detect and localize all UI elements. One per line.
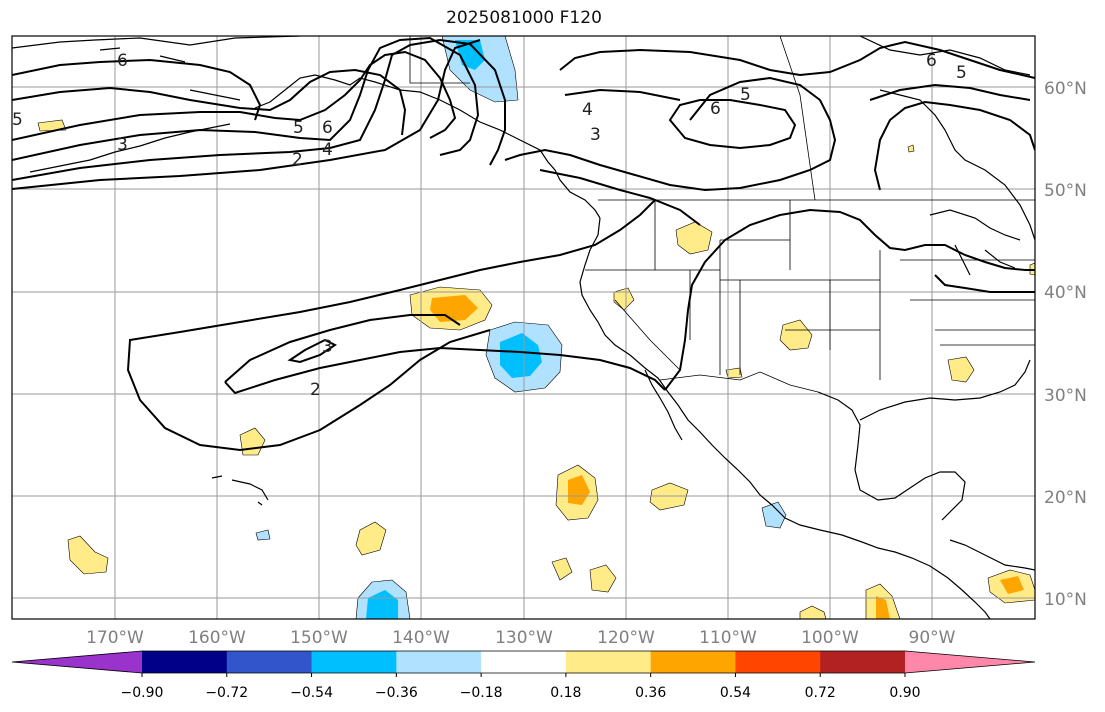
map-border <box>11 35 1036 620</box>
contour-label: 4 <box>582 100 593 120</box>
colorbar-swatch <box>311 651 397 673</box>
lon-tick-label: 130°W <box>495 628 553 648</box>
colorbar-swatch <box>820 651 906 673</box>
contour-label: 2 <box>310 380 321 400</box>
colorbar-extend-low <box>12 651 142 673</box>
colorbar-tick-label: 0.72 <box>805 685 836 701</box>
lon-tick-label: 150°W <box>290 628 348 648</box>
lon-tick-label: 120°W <box>597 628 655 648</box>
shade-positive-pacific-40n <box>409 286 493 331</box>
colorbar-swatch <box>650 651 736 673</box>
colorbar-swatch <box>565 651 652 673</box>
lon-tick-label: 110°W <box>699 628 757 648</box>
colorbar-tick-label: 0.90 <box>889 685 920 701</box>
shading-layer <box>37 36 1035 619</box>
lat-tick-label: 20°N <box>1044 488 1087 508</box>
lon-tick-label: 140°W <box>392 628 450 648</box>
colorbar-swatch <box>735 651 821 673</box>
contour-label: 4 <box>322 140 333 160</box>
contour-label: 5 <box>740 85 751 105</box>
contour-label: 6 <box>710 99 721 119</box>
colorbar-swatch <box>142 651 228 673</box>
colorbar-tick-label: 0.18 <box>550 685 581 701</box>
lon-axis: 170°W 160°W 150°W 140°W 130°W 120°W 110°… <box>86 628 956 648</box>
colorbar-extend-high <box>905 651 1035 673</box>
lat-tick-label: 60°N <box>1044 79 1087 99</box>
lat-tick-label: 10°N <box>1044 590 1087 610</box>
contour-layer <box>12 36 1035 452</box>
colorbar-swatch <box>226 651 313 673</box>
contour-label: 6 <box>322 118 333 138</box>
contour-label: 6 <box>926 51 937 71</box>
colorbar-tick-label: 0.54 <box>720 685 751 701</box>
contour-label: 6 <box>117 51 128 71</box>
lon-tick-label: 170°W <box>86 628 144 648</box>
colorbar-tick-label: −0.72 <box>205 685 248 701</box>
shade-positive-aleutian <box>37 119 67 132</box>
contour-label: 5 <box>12 110 23 130</box>
shade-negative-gulf-of-alaska <box>441 36 519 103</box>
map-title: 2025081000 F120 <box>446 8 602 28</box>
colorbar-swatch <box>396 651 482 673</box>
contour-label: 2 <box>292 150 303 170</box>
lat-tick-label: 50°N <box>1044 181 1087 201</box>
lon-tick-label: 90°W <box>909 628 956 648</box>
lat-tick-label: 30°N <box>1044 386 1087 406</box>
lon-tick-label: 100°W <box>801 628 859 648</box>
contour-labels: 6 5 3 6 5 4 2 4 3 6 5 6 5 3 2 <box>12 51 967 400</box>
colorbar: −0.90 −0.72 −0.54 −0.36 −0.18 0.18 0.36 0.54 0.7… <box>11 650 1036 701</box>
gridlines <box>12 36 1035 619</box>
colorbar-tick-label: −0.90 <box>121 685 164 701</box>
colorbar-tick-label: −0.18 <box>460 685 503 701</box>
contour-label: 3 <box>322 337 333 357</box>
contour-label: 3 <box>590 125 601 145</box>
colorbar-tick-label: −0.36 <box>375 685 418 701</box>
contour-label: 5 <box>293 118 304 138</box>
shade-positive-misc <box>67 144 1035 619</box>
colorbar-tick-label: 0.36 <box>635 685 666 701</box>
contour-label: 5 <box>956 63 967 83</box>
lat-tick-label: 40°N <box>1044 283 1087 303</box>
lat-axis: 60°N 50°N 40°N 30°N 20°N 10°N <box>1044 79 1087 610</box>
contour-label: 3 <box>117 135 128 155</box>
colorbar-swatch <box>481 651 567 673</box>
colorbar-tick-label: −0.54 <box>290 685 333 701</box>
political-borders <box>409 36 1035 393</box>
lon-tick-label: 160°W <box>188 628 246 648</box>
